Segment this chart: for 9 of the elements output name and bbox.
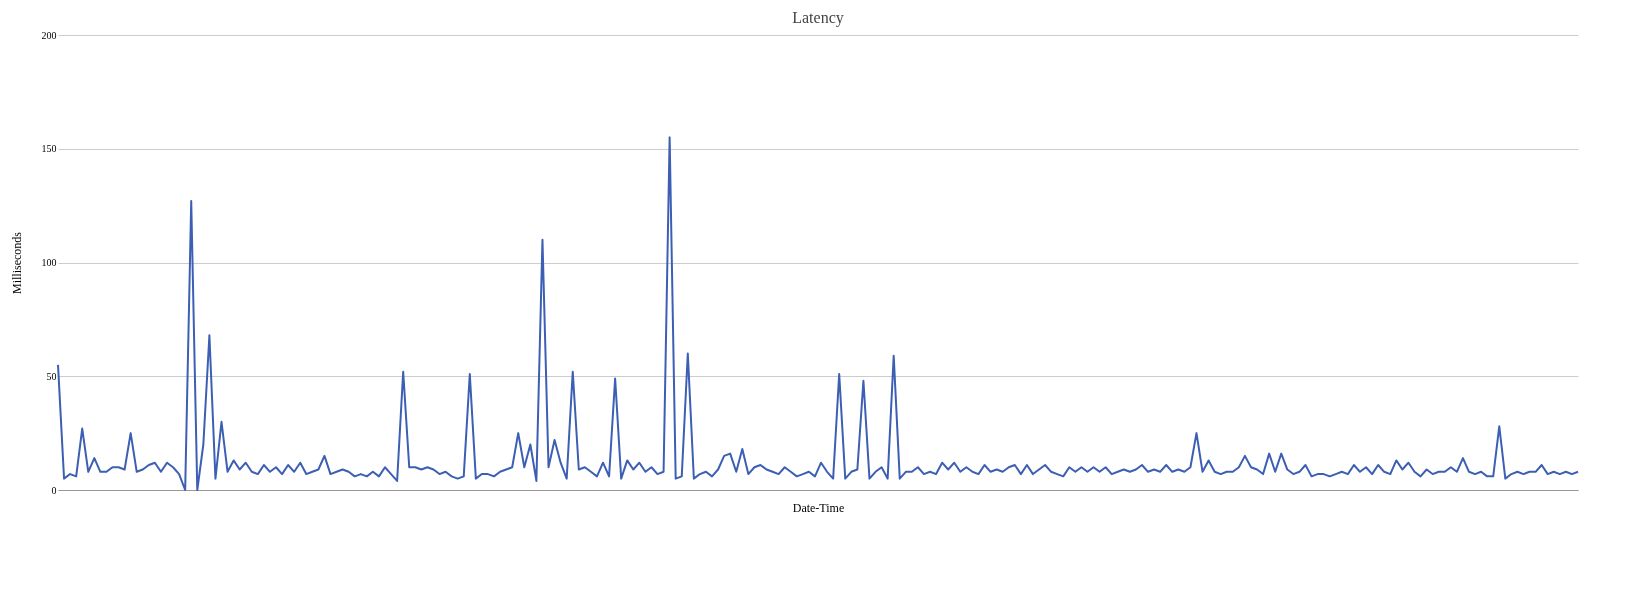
y-tick-label: 0 bbox=[51, 484, 57, 496]
line-series bbox=[57, 136, 1579, 491]
y-tick-label: 150 bbox=[41, 143, 57, 155]
y-tick-label: 100 bbox=[41, 257, 57, 268]
x-axis-title: Date-Time bbox=[792, 500, 845, 515]
y-tick-label: 50 bbox=[46, 370, 57, 382]
y-axis-title: Milliseconds bbox=[9, 231, 24, 294]
y-tick-label: 200 bbox=[41, 29, 57, 41]
chart-title: Latency bbox=[792, 9, 844, 27]
